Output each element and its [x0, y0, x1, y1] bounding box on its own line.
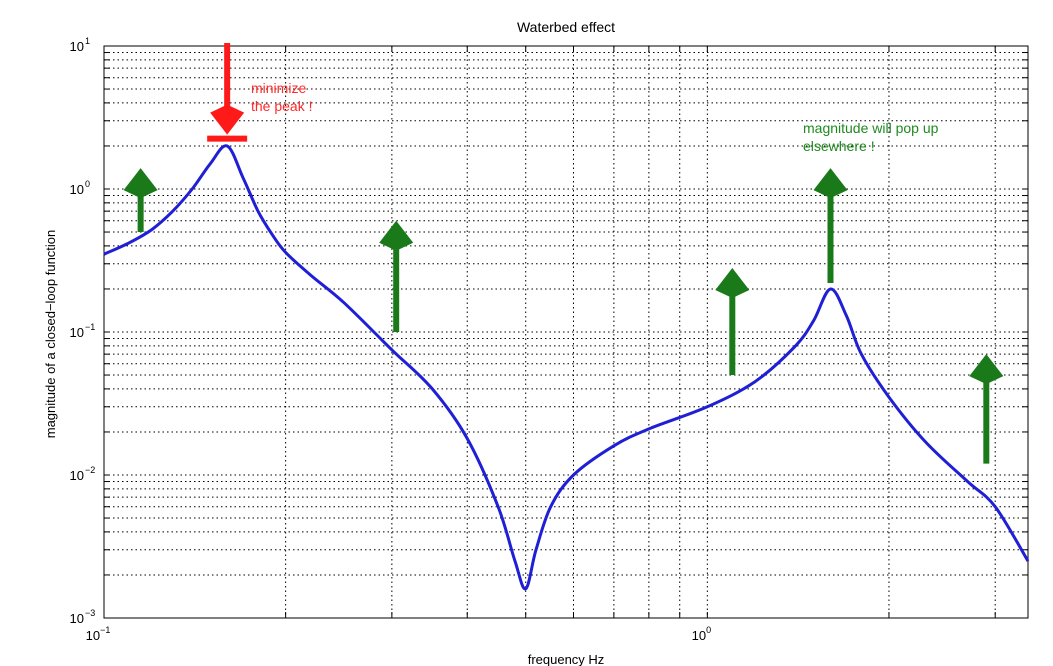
- green-up-arrow-head: [813, 168, 848, 199]
- y-tick-base: 10: [70, 39, 84, 54]
- x-tick-base: 10: [692, 628, 706, 643]
- popup-annotation-line-2: elsewhere !: [803, 138, 875, 154]
- y-tick-exponent: −3: [85, 608, 95, 618]
- x-axis-label: frequency Hz: [528, 652, 605, 666]
- green-up-arrow: [969, 354, 1004, 464]
- series-line: [103, 144, 1030, 591]
- red-down-arrow-head: [210, 104, 245, 135]
- minimize-annotation-line-1: minimize: [251, 80, 306, 96]
- green-up-arrow: [715, 268, 750, 376]
- y-tick-exponent: 0: [85, 179, 90, 189]
- popup-annotation-line-1: magnitude will pop up: [803, 120, 939, 136]
- arrows-group: [123, 42, 1004, 464]
- y-tick-label: 10: [70, 611, 84, 626]
- y-tick-base: 10: [70, 182, 84, 197]
- y-tick-base: 10: [70, 325, 84, 340]
- x-tick-base: 10: [86, 628, 100, 643]
- green-up-arrow-head: [379, 220, 414, 251]
- green-up-arrow: [379, 220, 414, 332]
- green-up-arrow: [123, 168, 158, 233]
- x-tick-exponent: 0: [706, 625, 711, 635]
- y-tick-label: 10: [70, 468, 84, 483]
- y-axis-label: magnitude of a closed−loop function: [43, 230, 58, 439]
- x-tick-exponent: −1: [100, 625, 110, 635]
- x-tick-label: 100: [692, 625, 711, 643]
- y-tick-base: 10: [70, 611, 84, 626]
- minimize-annotation-line-2: the peak !: [251, 98, 313, 114]
- x-tick-label: 10−1: [86, 625, 111, 643]
- y-tick-label: 10: [70, 39, 84, 54]
- grid: [103, 45, 1028, 619]
- y-tick-exponent: 1: [85, 36, 90, 46]
- chart-title: Waterbed effect: [517, 19, 615, 35]
- green-up-arrow-head: [715, 268, 750, 299]
- y-tick-exponent: −1: [85, 322, 95, 332]
- y-tick-label: 10: [70, 325, 84, 340]
- y-tick-base: 10: [70, 468, 84, 483]
- minimize-annotation: minimize the peak !: [251, 80, 313, 114]
- peak-limit-bar: [207, 135, 248, 142]
- tick-marks: [103, 45, 1028, 619]
- y-tick-label: 10: [70, 182, 84, 197]
- y-tick-exponent: −2: [85, 465, 95, 475]
- green-up-arrow-head: [123, 168, 158, 199]
- green-up-arrow: [813, 168, 848, 284]
- series-group: [103, 144, 1030, 591]
- popup-annotation: magnitude will pop up elsewhere !: [803, 120, 939, 154]
- green-up-arrow-head: [969, 354, 1004, 385]
- red-down-arrow: [210, 42, 245, 135]
